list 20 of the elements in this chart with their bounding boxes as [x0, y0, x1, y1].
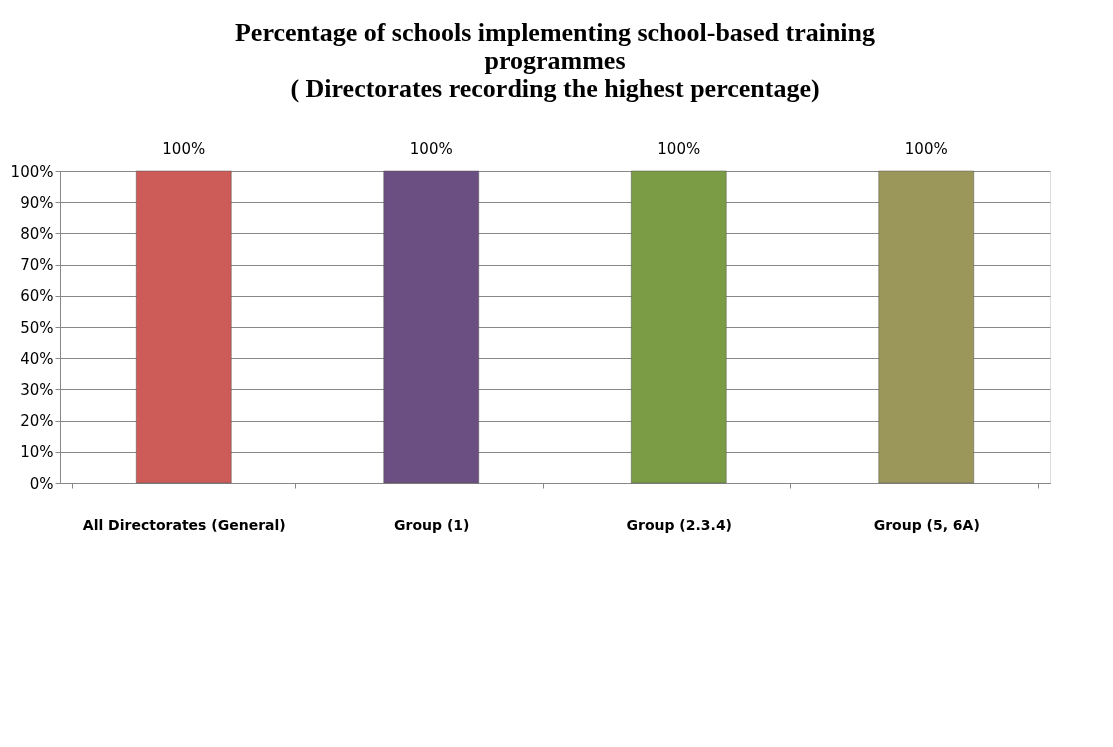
y-tick-label: 50% [20, 318, 54, 337]
data-label: 100% [409, 140, 453, 158]
data-label: 100% [657, 140, 701, 158]
x-tick-label: Group (5, 6A) [873, 516, 980, 533]
y-tick-label: 0% [29, 474, 54, 493]
y-tick-label: 40% [20, 349, 54, 368]
chart-title: Percentage of schools implementing school-based training programmes ( Directorates recording the highest percentage) [234, 18, 876, 103]
x-tick-label: Group (1) [394, 516, 470, 533]
y-tick-label: 80% [20, 224, 54, 243]
y-tick-label: 30% [20, 380, 54, 399]
data-label: 100% [162, 140, 206, 158]
data-label: 100% [904, 140, 948, 158]
x-tick-label: Group (2.3.4) [626, 516, 733, 533]
y-tick-label: 20% [20, 412, 54, 431]
y-tick-label: 100% [10, 162, 54, 181]
y-tick-label: 70% [20, 256, 54, 275]
x-tick-label: All Directorates (General) [82, 516, 286, 533]
y-tick-label: 60% [20, 287, 54, 306]
y-tick-label: 10% [20, 443, 54, 462]
y-tick-label: 90% [20, 193, 54, 212]
